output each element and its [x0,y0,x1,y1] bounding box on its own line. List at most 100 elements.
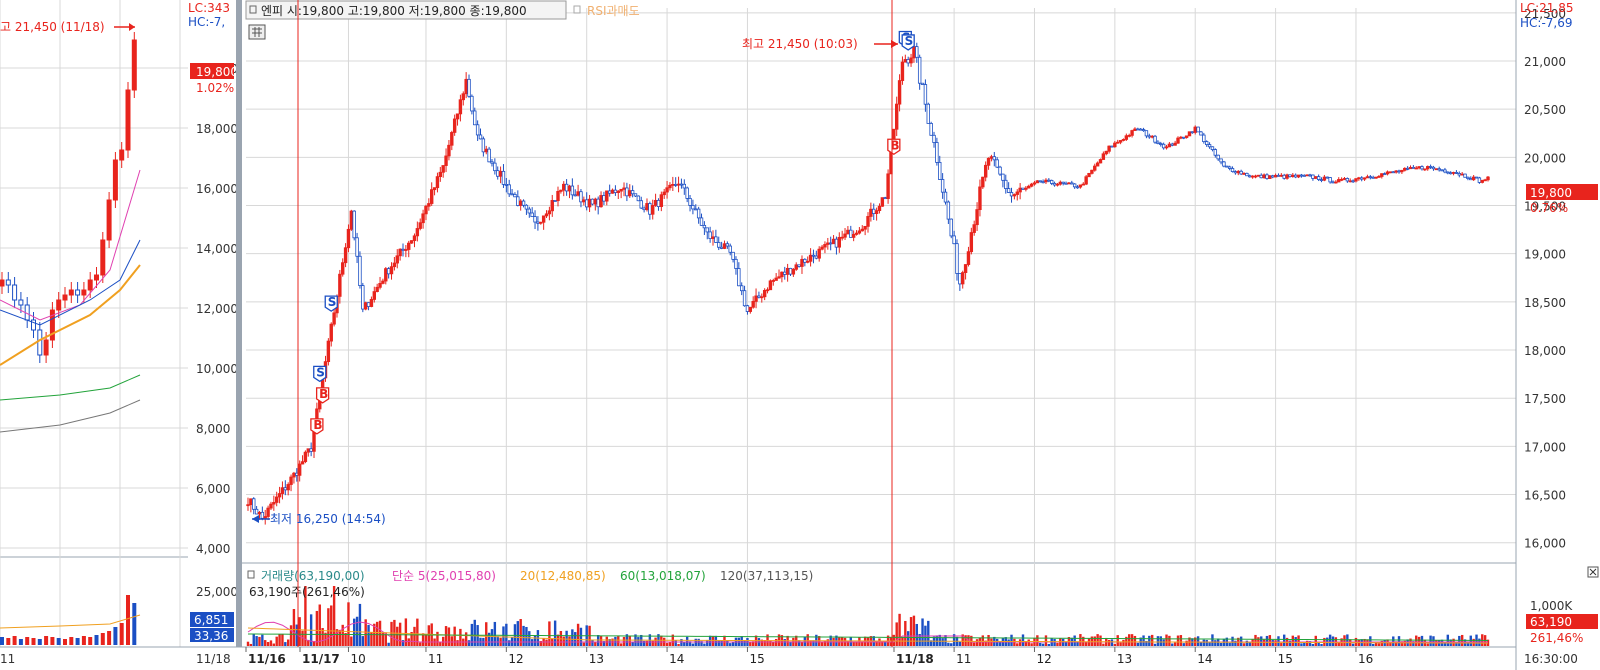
candle-body [544,213,549,217]
candle-body [556,190,560,202]
volume-bar [947,642,950,646]
signal-letter: B [319,387,328,401]
volume-bar [519,619,522,646]
candle-body [1161,143,1166,149]
panel-splitter[interactable] [236,0,242,670]
time-axis: 11/16 11/17 10 11 12 13 14 15 11/18 11 12 13 14 15 16 … [0,646,1600,670]
left-ma20 [0,264,141,366]
candle-body [1351,180,1355,183]
candle-body [590,198,595,205]
candle-body [412,235,417,241]
candle-body [355,237,359,257]
candle-body [493,162,497,172]
volume-bar [861,642,864,646]
candle-body [1394,170,1398,173]
candle-body [659,194,664,207]
vol-legend: 거래량(63,190,00) [261,569,365,583]
candle-body [803,258,807,263]
volume-bar [1420,635,1424,646]
candle-body [358,255,362,286]
volume-bar [1219,642,1223,646]
x-tick-label: 10 [350,652,365,666]
left-vol-bar [0,637,4,645]
volume-bar [456,640,459,646]
volume-bar [820,642,824,646]
signal-shape [324,295,338,312]
candle-body [1248,175,1252,178]
candle-body [470,95,474,112]
volume-bar [315,610,319,646]
candle-body [1035,180,1040,184]
candle-body [1443,169,1447,173]
candle-body [1138,128,1143,131]
volume-bar [1245,640,1249,646]
candle-body [1457,173,1461,176]
volume-pane[interactable]: 거래량(63,190,00) 단순 5(25,015,80) 20(12,480… [242,562,1516,646]
candle-body [1486,176,1490,181]
candle-body [1348,180,1352,183]
candle-body [496,170,500,177]
left-y-tick: 10,000 [196,362,238,376]
volume-bar [1064,641,1068,646]
volume-bar [1328,634,1332,646]
candle-body [338,273,342,297]
volume-bar [846,640,850,646]
candle-body [260,511,265,519]
vol-legend-ma60: 60(13,018,07) [620,569,706,583]
candle-body [329,323,333,342]
candle-body [912,46,916,59]
volume-bar [906,631,910,646]
candle-body [1411,166,1416,169]
volume-bar [594,642,597,646]
left-ma-blue [0,239,141,326]
candle-body [1428,166,1433,168]
x-tick-label: 13 [589,652,604,666]
volume-bar [1030,643,1033,646]
candle-body [306,448,310,453]
volume-bar [975,639,979,646]
volume-bar [1380,640,1383,646]
candle-body [757,295,761,298]
volume-bar [674,640,677,646]
volume-bar [772,642,775,646]
grid-toggle-icon[interactable] [248,24,266,40]
candle-body [1463,173,1467,178]
candle-body [981,176,985,188]
volume-bar [473,619,476,646]
candle-body [806,260,810,263]
left-vol-bar [12,636,17,645]
candle-body [762,289,767,298]
volume-bar [941,638,944,646]
candle-body [246,504,250,507]
candle-body [275,496,279,503]
volume-bar [1239,636,1243,646]
candle-body [708,231,712,239]
volume-bar [1079,634,1082,646]
candle-body [1377,176,1381,178]
left-mini-panel[interactable]: 고 21,450 (11/18) [0,0,236,647]
candle-body [292,472,296,478]
volume-bar [364,619,367,646]
candle-body [958,273,962,285]
candle-body [1199,131,1203,136]
volume-bar [1153,643,1157,646]
volume-bar [677,643,680,646]
left-candle-body [131,39,137,91]
volume-bar [1182,643,1185,646]
signal-shape [901,34,915,51]
volume-bar [459,628,462,646]
candle-body [989,156,994,159]
vol-legend-ma20: 20(12,480,85) [520,569,606,583]
volume-bar [367,624,370,646]
volume-bar [1214,640,1217,646]
volume-bar [1119,642,1122,646]
candle-body [1360,177,1364,180]
candle-body [679,183,684,186]
candle-body [1098,159,1103,164]
candle-body [1314,176,1318,179]
candle-body [1483,179,1487,182]
volume-bar [1128,634,1131,646]
candle-body [1058,181,1063,185]
candle-body [607,190,612,194]
